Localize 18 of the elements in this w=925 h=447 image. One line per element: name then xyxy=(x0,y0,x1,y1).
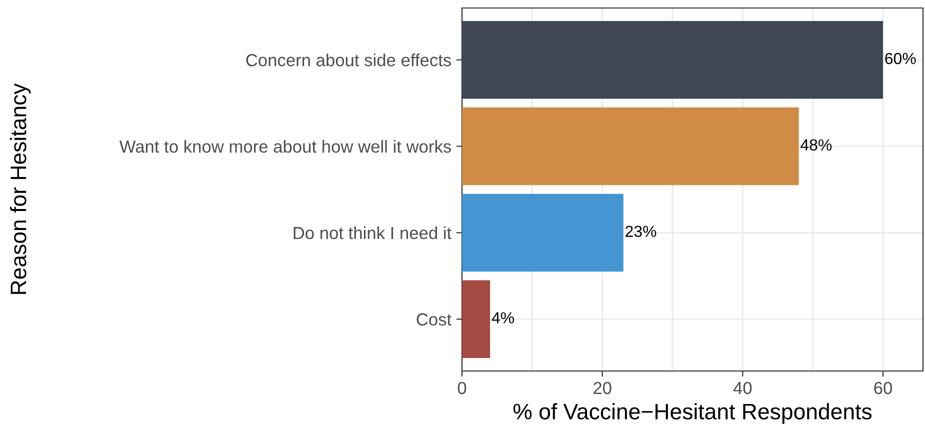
x-tick-label: 60 xyxy=(874,382,892,394)
y-tick-label: Want to know more about how well it works xyxy=(119,140,451,153)
bar xyxy=(462,280,490,358)
x-axis-title: % of Vaccine−Hesitant Respondents xyxy=(513,403,872,424)
bar xyxy=(462,20,884,99)
y-tick-label: Cost xyxy=(416,313,452,326)
y-tick-label: Do not think I need it xyxy=(294,226,452,240)
bar xyxy=(462,107,799,186)
data-label: 48% xyxy=(800,139,832,151)
bar xyxy=(462,194,624,272)
data-label: 4% xyxy=(492,312,514,324)
x-tick-label: 0 xyxy=(458,382,466,394)
y-axis-title: Reason for Hesitancy xyxy=(10,83,31,294)
x-tick-label: 40 xyxy=(733,382,752,394)
x-tick-label: 20 xyxy=(594,382,612,394)
y-tick-label: Concern about side effects xyxy=(246,54,451,66)
data-label: 60% xyxy=(885,52,916,64)
data-label: 23% xyxy=(626,226,656,237)
